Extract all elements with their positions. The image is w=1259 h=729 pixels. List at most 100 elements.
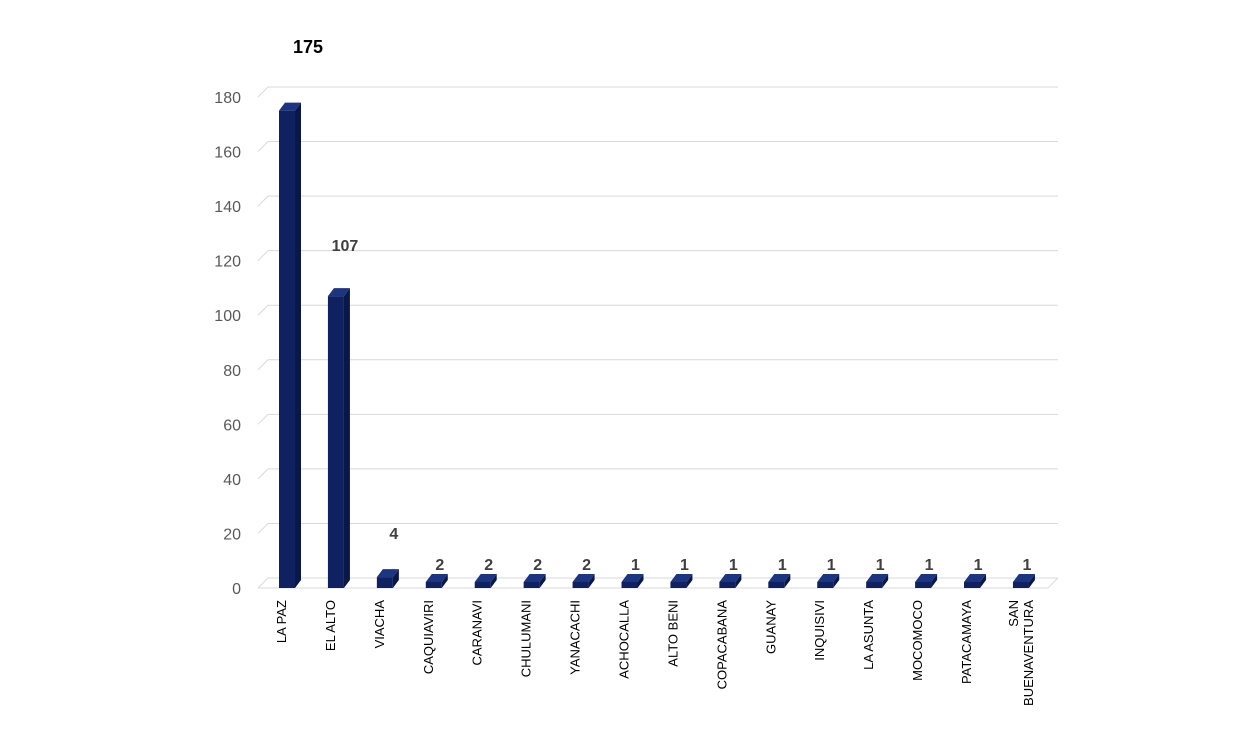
data-label: 1 [925,557,934,574]
bar-top [621,574,644,582]
bar-front [1012,582,1029,588]
data-labels: 175 107 4 2 2 2 2 1 1 1 1 1 1 1 1 1 [293,37,1032,574]
data-label: 1 [631,557,640,574]
bar-front [523,582,540,588]
bar [670,574,693,588]
category-label-line: SAN [1006,600,1021,627]
bar-front [621,582,638,588]
bar [474,574,497,588]
y-tick-label: 60 [223,417,241,434]
bar-top [964,574,987,582]
data-label: 107 [332,238,359,255]
bar-side [588,574,595,588]
bar [768,574,791,588]
category-label: YANACACHI [568,600,583,675]
category-label: CARANAVI [470,600,485,666]
data-label: 2 [533,557,542,574]
data-label: 1 [876,557,885,574]
bar [425,574,448,588]
category-label-line: CAQUIAVIRI [421,600,436,674]
bar [1012,574,1035,588]
bar-top [768,574,791,582]
bar-top [866,574,889,582]
y-tick-label: 160 [214,145,241,162]
category-label-line: LA ASUNTA [861,600,876,670]
bar-top [376,569,399,578]
bar-side [1028,574,1035,588]
bar-top [719,574,742,582]
gridline-side [257,195,269,207]
bar [621,574,644,588]
bar-side [441,574,448,588]
category-label-line: GUANAY [763,600,778,654]
bars [279,102,1035,588]
floor-edge-right [1047,577,1059,589]
bar-front [572,582,589,588]
data-label: 1 [778,557,787,574]
category-label-line: INQUISIVI [812,600,827,661]
bar [915,574,938,588]
category-label-line: COPACABANA [714,600,729,690]
data-label: 2 [484,557,493,574]
category-label: LA PAZ [274,600,289,643]
bar-side [295,102,301,588]
category-label: ACHOCALLA [617,600,632,679]
category-label-line: MOCOMOCO [910,600,925,681]
bar-front [474,582,491,588]
bar [866,574,889,588]
y-tick-label: 40 [223,472,241,489]
category-label-line: PATACAMAYA [959,600,974,684]
bar [719,574,742,588]
bar-top [474,574,497,582]
category-labels: LA PAZ EL ALTO VIACHA CAQUIAVIRI CARANAVI CHU… [274,600,1036,706]
bar-side [392,569,399,588]
category-label: SANBUENAVENTURA [1006,600,1036,706]
y-tick-label: 180 [214,90,241,107]
bar-top [670,574,693,582]
category-label-line: ACHOCALLA [617,600,632,679]
category-label-line: CARANAVI [470,600,485,666]
gridline-side [257,413,269,425]
bar-side [490,574,497,588]
bar-side [637,574,644,588]
category-label: LA ASUNTA [861,600,876,670]
category-label-line: CHULUMANI [519,600,534,677]
bar [523,574,546,588]
category-label: CAQUIAVIRI [421,600,436,674]
floor-edge-left [257,577,269,589]
gridline-side [257,523,269,534]
category-label: COPACABANA [714,600,729,690]
bar-front [866,582,883,588]
bar-side [784,574,791,588]
bar-top [523,574,546,582]
bar [572,574,595,588]
bar [817,574,840,588]
gridline-side [257,250,269,262]
bar [327,288,350,588]
bar-side [686,574,693,588]
category-label: VIACHA [372,600,387,649]
bar-side [539,574,546,588]
grid-layer [257,86,1059,589]
bar-front [817,582,834,588]
bar-front [376,577,393,588]
bar-top [817,574,840,582]
gridline-side [257,359,269,371]
category-label-line: BUENAVENTURA [1021,600,1036,706]
bar-front [425,582,442,588]
bar-side [931,574,938,588]
bar-front [964,582,981,588]
bar-front [719,582,736,588]
bar-front [670,582,687,588]
gridline-side [257,141,269,152]
category-label-line: ALTO BENI [665,600,680,667]
bar-top [279,102,301,111]
data-label: 1 [1022,557,1031,574]
category-label: ALTO BENI [665,600,680,667]
bar-side [980,574,987,588]
category-label: EL ALTO [323,600,338,651]
data-label: 1 [974,557,983,574]
category-label: CHULUMANI [519,600,534,677]
